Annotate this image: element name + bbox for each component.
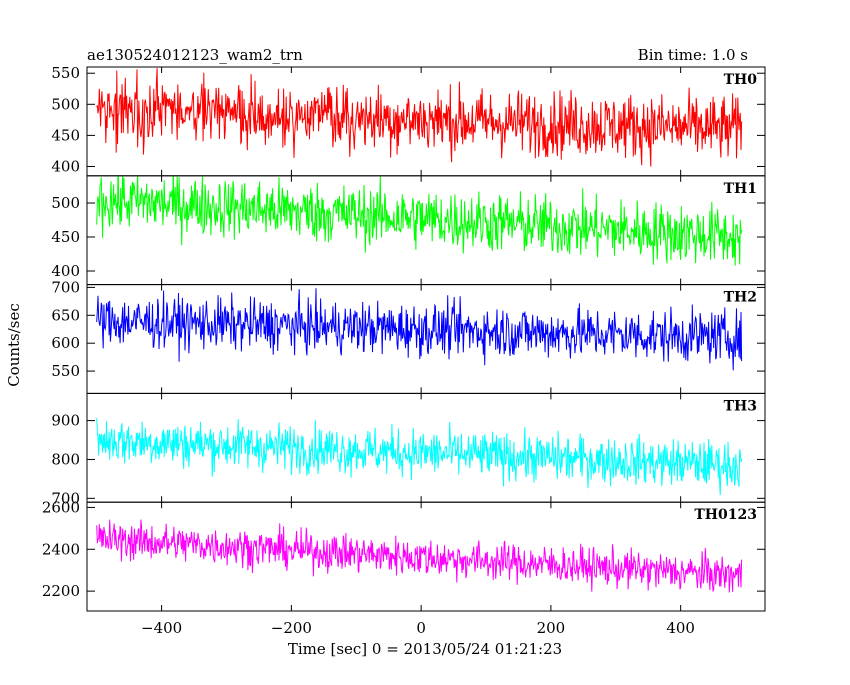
- panel-th2: 550 600 650 700 TH2: [51, 278, 766, 394]
- panel-label: TH0123: [694, 507, 757, 523]
- y-tick-label: 900: [51, 412, 80, 430]
- panels: 400 450 500 550 TH0 400 450 500 TH1 550 600 650 700 T…: [42, 64, 766, 637]
- panel-th1: 400 450 500 TH1: [51, 175, 766, 286]
- y-tick-label: 2400: [42, 540, 80, 558]
- panel-th3: 700 800 900 TH3: [51, 392, 766, 507]
- x-tick-label: 0: [416, 619, 426, 637]
- y-tick-label: 500: [51, 194, 80, 212]
- panel-th0123: 2200 2400 2600 TH0123: [42, 498, 766, 612]
- y-tick-label: 800: [51, 450, 80, 468]
- y-tick-label: 650: [51, 306, 80, 324]
- series-line-th0: [96, 68, 743, 167]
- y-tick-label: 450: [51, 126, 80, 144]
- y-tick-label: 550: [51, 362, 80, 380]
- series-line-th1: [96, 175, 743, 266]
- y-tick-label: 2200: [42, 582, 80, 600]
- chart-title: ae130524012123_wam2_trn: [87, 46, 303, 64]
- y-tick-label: 400: [51, 157, 80, 175]
- y-tick-label: 600: [51, 334, 80, 352]
- x-axis-label: Time [sec] 0 = 2013/05/24 01:21:23: [288, 640, 562, 658]
- panel-frame: [86, 501, 766, 612]
- x-tick-label: −400: [141, 619, 182, 637]
- series-line-th3: [96, 417, 743, 496]
- bin-time-label: Bin time: 1.0 s: [638, 46, 748, 64]
- y-tick-label: 700: [51, 278, 80, 296]
- panel-th0: 400 450 500 550 TH0: [51, 64, 766, 177]
- y-tick-label: 700: [51, 489, 80, 507]
- panel-label: TH1: [724, 181, 757, 197]
- panel-label: TH2: [724, 290, 757, 306]
- y-axis-label: Counts/sec: [5, 303, 23, 387]
- y-tick-label: 550: [51, 64, 80, 82]
- series-line-th2: [96, 288, 743, 371]
- panel-label: TH0: [724, 72, 758, 88]
- x-tick-label: 400: [666, 619, 695, 637]
- y-tick-label: 450: [51, 228, 80, 246]
- y-tick-label: 400: [51, 262, 80, 280]
- y-tick-label: 2600: [42, 498, 80, 516]
- panel-label: TH3: [724, 398, 757, 414]
- y-tick-label: 500: [51, 95, 80, 113]
- x-tick-label: 200: [537, 619, 566, 637]
- x-tick-label: −200: [271, 619, 312, 637]
- series-line-th0123: [96, 519, 743, 593]
